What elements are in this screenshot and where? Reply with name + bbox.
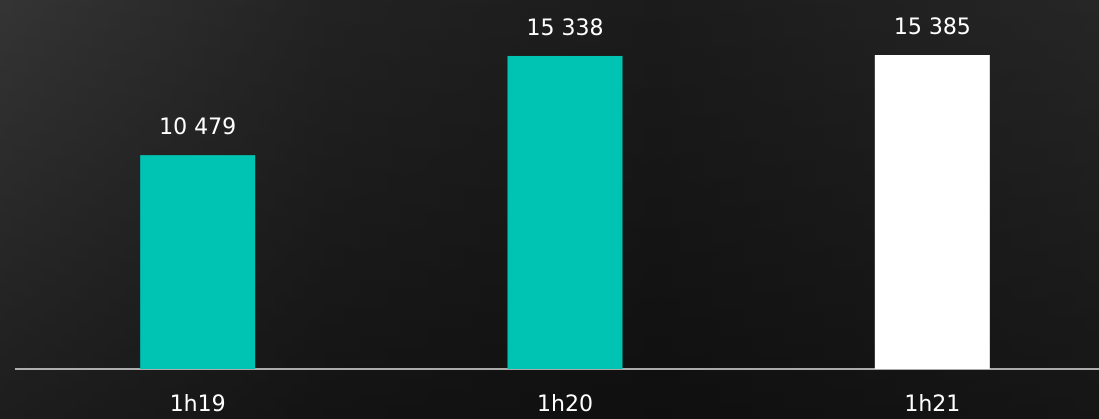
x-tick-label: 1h20 [537,392,593,417]
value-label: 10 479 [159,115,236,140]
value-label: 15 338 [527,16,604,41]
x-tick-label: 1h21 [904,392,960,417]
bar [140,155,256,369]
bar [507,55,623,369]
x-tick-label: 1h19 [170,392,226,417]
bar [874,55,990,369]
value-label: 15 385 [894,15,971,40]
